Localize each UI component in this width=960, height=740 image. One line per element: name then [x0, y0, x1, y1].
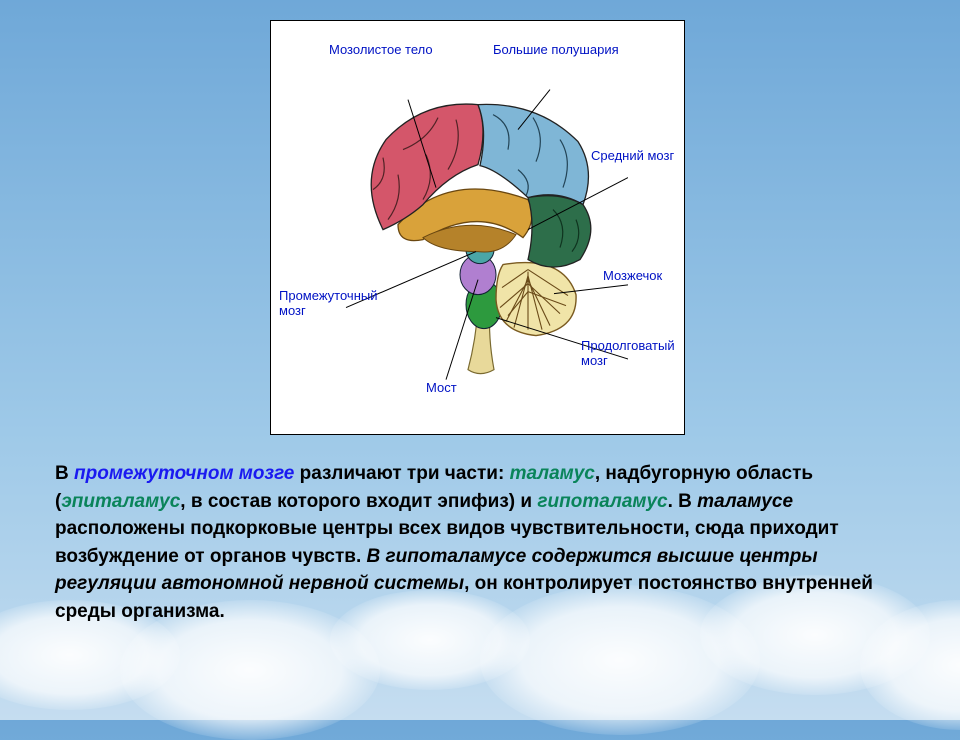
label-medulla: Продолговатый мозг — [581, 339, 675, 369]
cap-s1c: различают три части: — [294, 463, 509, 484]
brain-diagram-card: Мозолистое тело Большие полушария Средни… — [270, 20, 685, 435]
cap-s1a: В — [55, 463, 74, 484]
label-diencephalon: Промежуточный мозг — [279, 289, 377, 319]
cap-s1i: . В — [668, 491, 698, 512]
label-corpus-callosum: Мозолистое тело — [329, 43, 433, 58]
cap-s1j: таламусе — [697, 491, 793, 512]
label-pons: Мост — [426, 381, 457, 396]
cap-s1h: гипоталамус — [537, 491, 667, 512]
label-hemispheres: Большие полушария — [493, 43, 619, 58]
cap-s1b: промежуточном мозге — [74, 463, 294, 484]
label-cerebellum: Мозжечок — [603, 269, 662, 284]
cap-s1g: , в состав которого входит эпифиз) и — [180, 491, 537, 512]
cap-s1d: таламус — [510, 463, 595, 484]
caption-paragraph: В промежуточном мозге различают три част… — [55, 460, 905, 625]
cap-s1f: эпиталамус — [61, 491, 180, 512]
label-midbrain: Средний мозг — [591, 149, 674, 164]
